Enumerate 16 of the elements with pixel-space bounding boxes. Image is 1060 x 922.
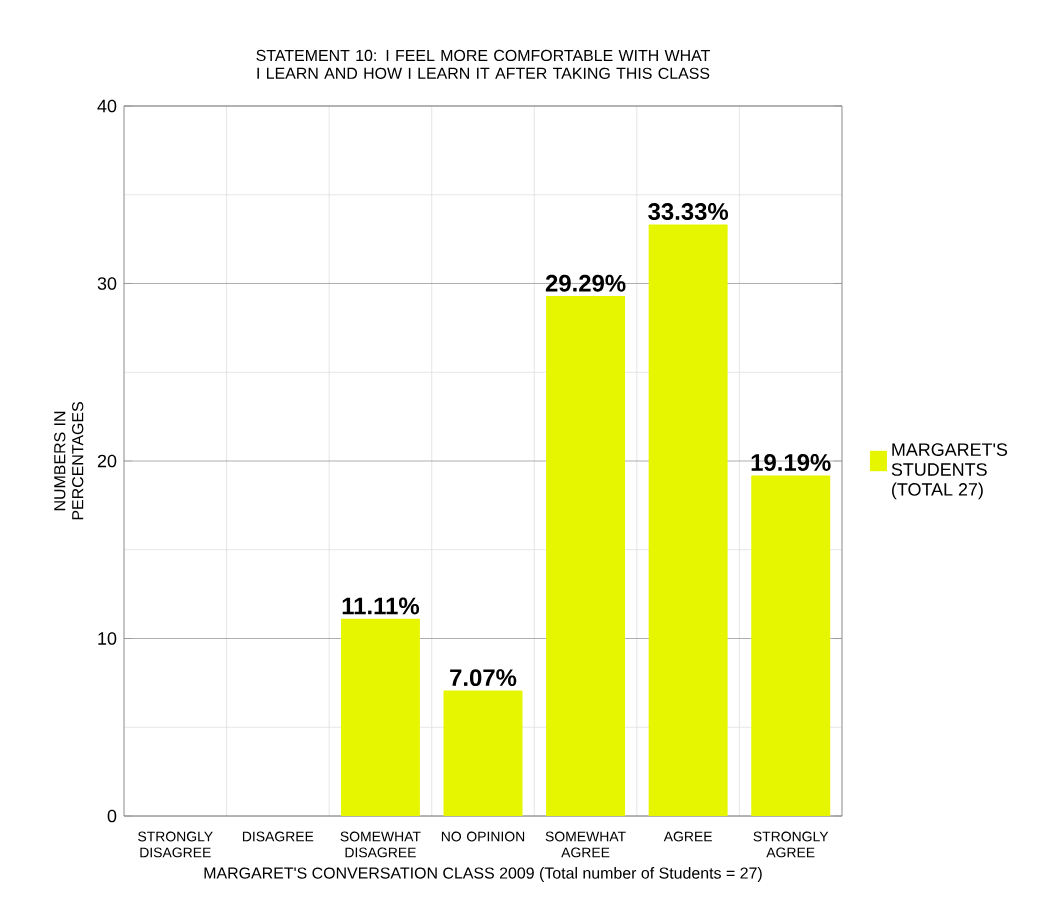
data-label: 7.07% [450,669,517,687]
data-label: 19.19% [751,454,831,471]
y-tick-label: 40 [97,99,117,113]
legend-label: MARGARET'S STUDENTS (TOTAL 27) [891,443,1008,500]
data-label: 11.11% [342,597,420,615]
data-label: 29.29% [545,274,626,292]
y-tick-label: 30 [97,277,117,290]
bar [443,690,523,816]
data-label: 33.33% [648,203,729,220]
y-tick-label: 10 [98,632,117,645]
y-tick-label: 0 [107,809,117,823]
y-tick-label: 20 [97,454,117,468]
bar [751,475,831,816]
bar [546,296,626,816]
bar [340,618,420,816]
bar [648,224,728,816]
